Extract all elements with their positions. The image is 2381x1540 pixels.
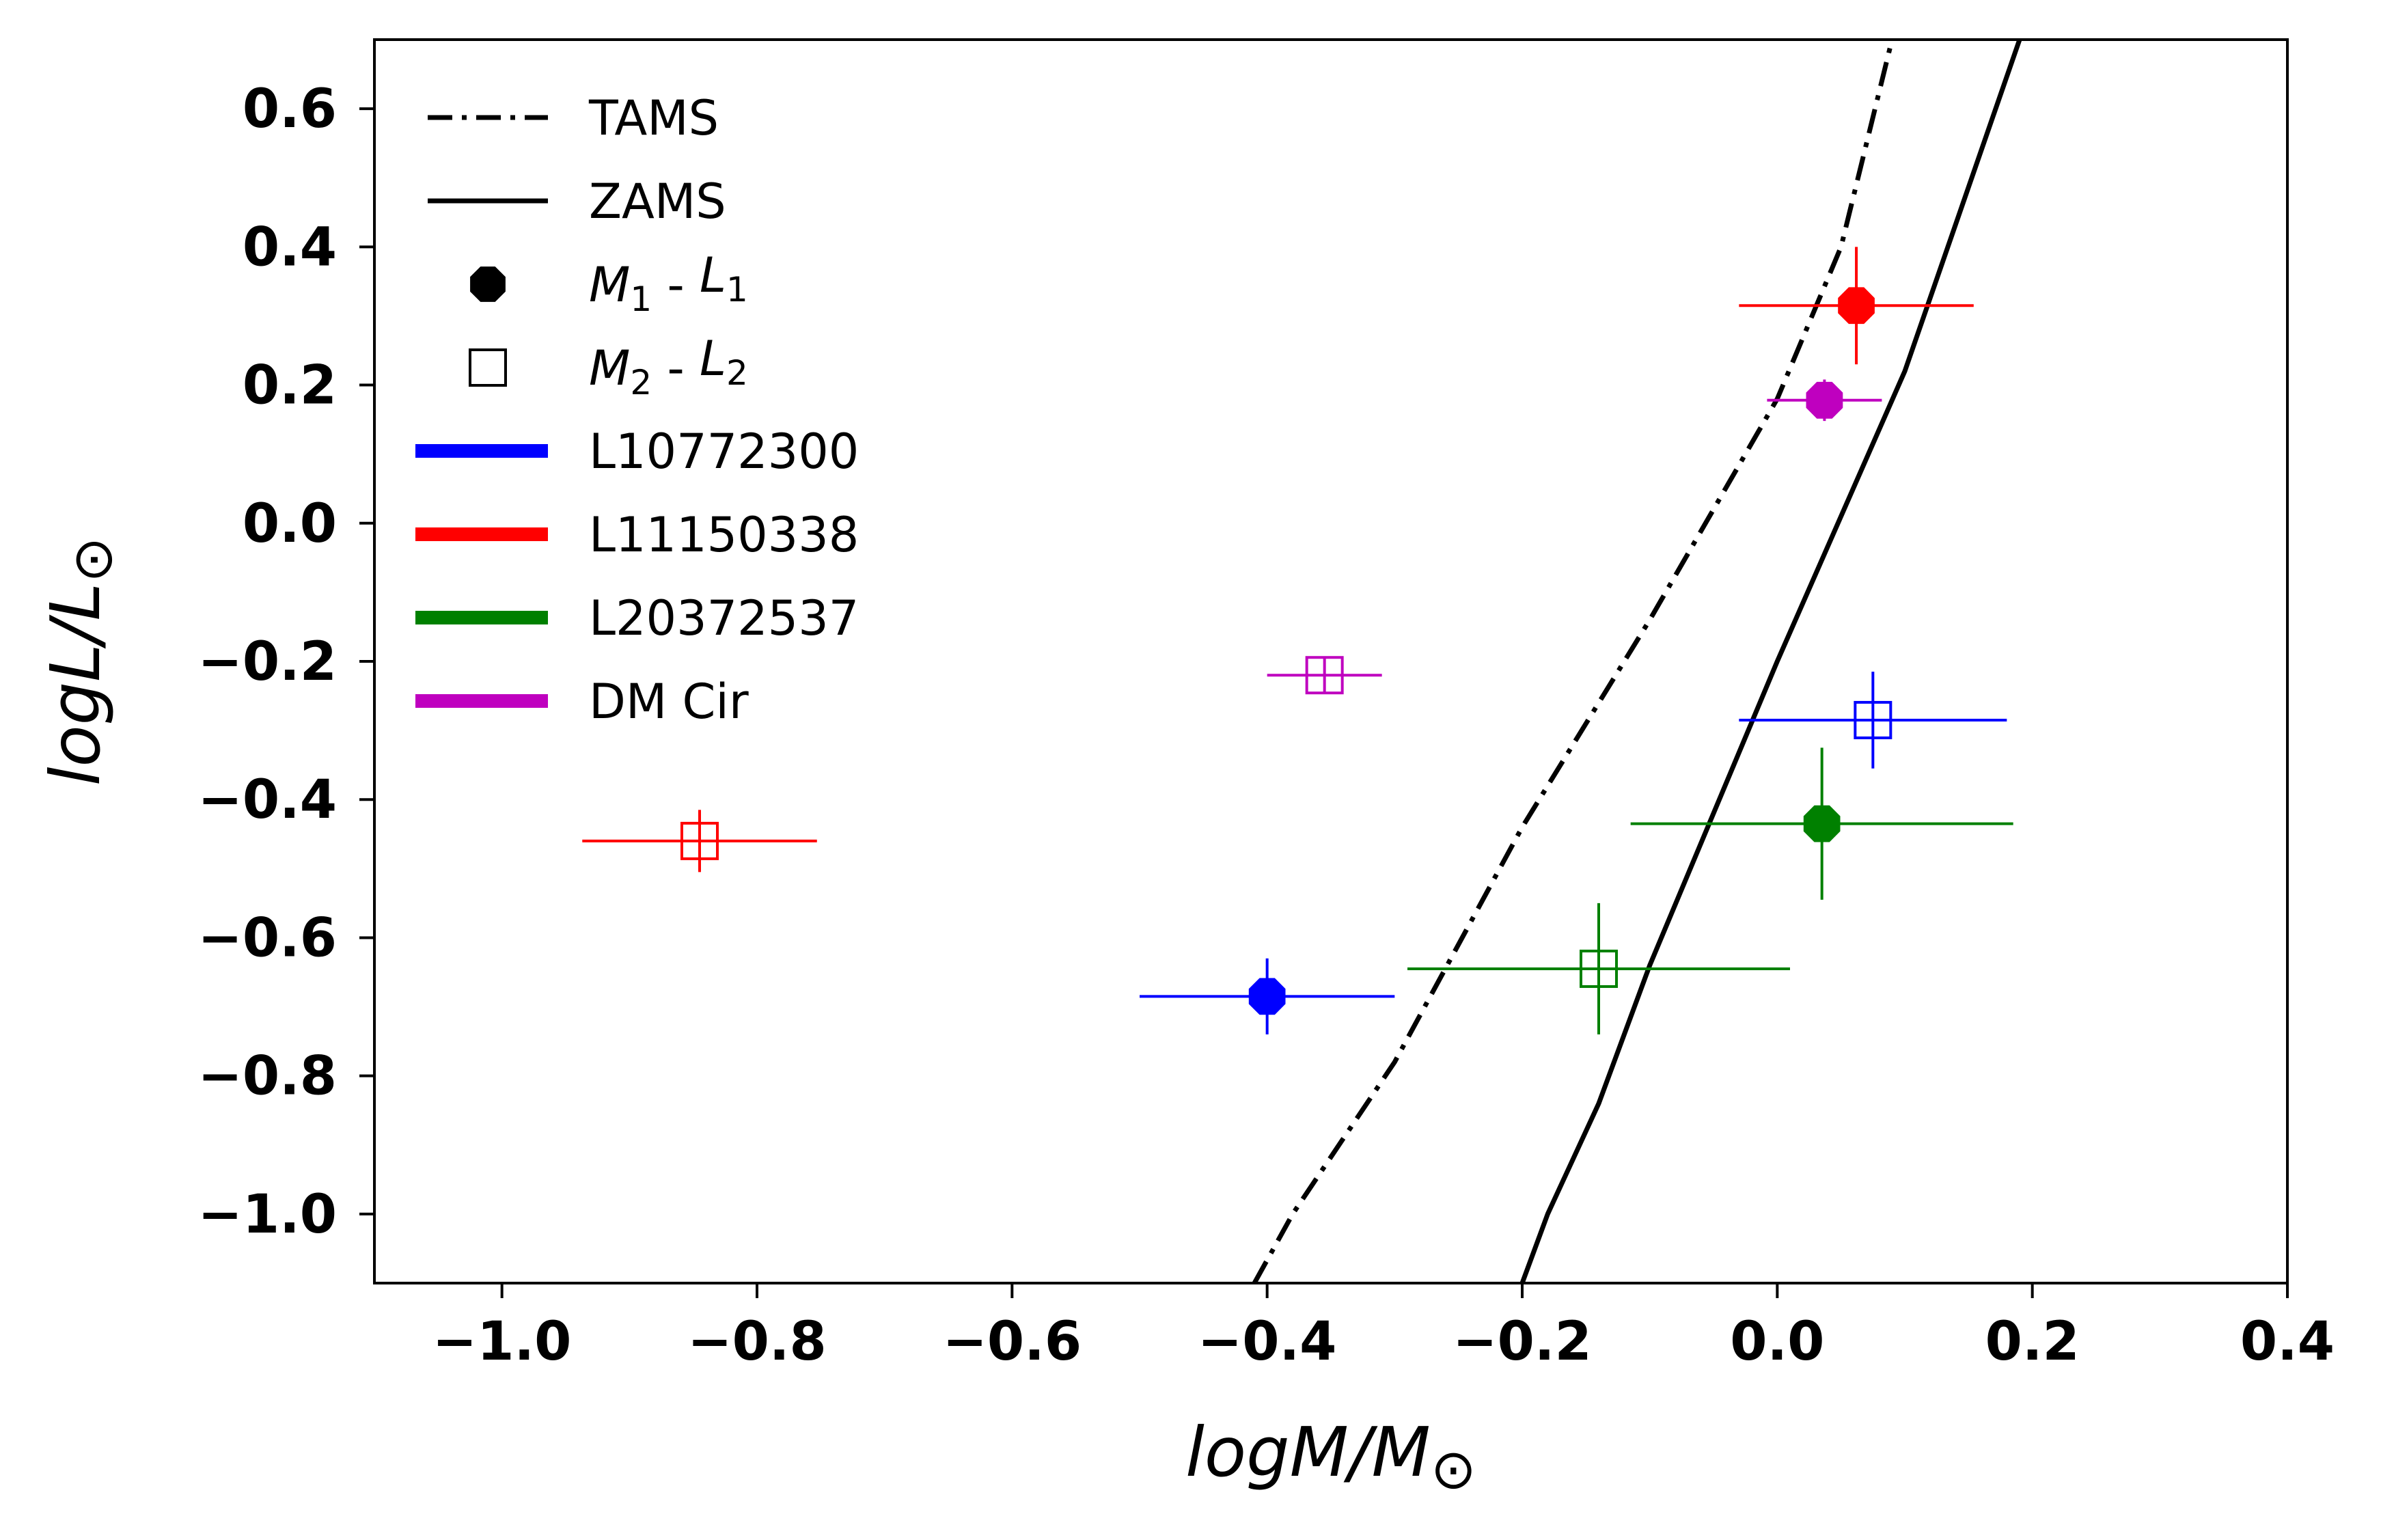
y-tick-label: −0.4: [197, 769, 337, 831]
legend-filled-marker: [470, 266, 506, 302]
y-tick-label: 0.0: [243, 493, 337, 555]
y-tick-label: −0.2: [197, 631, 337, 693]
l20372537-secondary-point: [1407, 903, 1790, 1034]
x-axis-label: logM/M⊙: [1185, 1412, 1476, 1501]
y-tick-label: −0.8: [197, 1046, 337, 1108]
l11150338-primary-marker: [1838, 287, 1875, 325]
axis-ticks-layer: −1.0 −0.8 −0.6 −0.4 −0.2 0.0 0.2 0.4 0.6 0.4 0.2 0.…: [197, 79, 2335, 1373]
legend-label-part: L: [700, 247, 726, 303]
l10772300-primary-point: [1140, 958, 1395, 1034]
l10772300-primary-marker: [1248, 978, 1286, 1015]
l11150338-secondary-point: [582, 810, 817, 872]
x-tick-label: 0.0: [1730, 1311, 1824, 1373]
tams-track-line: [1252, 40, 1895, 1283]
dm-cir-secondary-point: [1267, 656, 1382, 695]
x-tick-label: 0.4: [2240, 1311, 2335, 1373]
legend-label-part: -: [652, 257, 700, 313]
legend-label-part: 1: [630, 279, 652, 319]
dm-cir-primary-marker: [1806, 381, 1843, 419]
dm-cir-primary-point: [1767, 379, 1882, 422]
legend-label-part: 2: [726, 353, 748, 393]
legend-label-part: -: [652, 340, 700, 396]
legend-label: L20372537: [589, 590, 859, 646]
l20372537-secondary-marker: [1580, 949, 1618, 988]
legend-label: TAMS: [588, 90, 719, 146]
legend-entry-zams: ZAMS: [428, 174, 726, 230]
dm-cir-secondary-marker: [1305, 656, 1344, 695]
x-tick-label: −0.6: [943, 1311, 1082, 1373]
y-tick-label: 0.4: [243, 217, 337, 278]
l11150338-secondary-marker: [680, 821, 719, 860]
x-tick-label: −0.2: [1453, 1311, 1592, 1373]
legend-label-part: 1: [726, 270, 748, 310]
y-tick-label: −0.6: [197, 907, 337, 969]
l10772300-secondary-marker: [1854, 700, 1893, 739]
legend-label: ZAMS: [589, 174, 726, 230]
x-tick-label: −1.0: [432, 1311, 572, 1373]
l10772300-secondary-point: [1739, 672, 2007, 769]
y-tick-label: 0.2: [243, 355, 337, 417]
legend-label: L10772300: [589, 424, 859, 480]
legend-label-part: 2: [630, 363, 652, 402]
legend-entry-l10772300: L10772300: [415, 424, 859, 480]
legend-label: M2 - L2: [589, 331, 748, 402]
x-tick-label: 0.2: [1985, 1311, 2080, 1373]
legend-label-part: M: [589, 257, 630, 313]
l20372537-primary-point: [1630, 747, 2013, 900]
legend-label: DM Cir: [589, 674, 749, 730]
l20372537-primary-marker: [1803, 805, 1841, 842]
y-axis-label: logL/L⊙: [36, 537, 124, 786]
x-tick-label: −0.4: [1198, 1311, 1337, 1373]
legend-label: L11150338: [589, 507, 859, 563]
legend-entry-m1-l1: M1 - L1: [470, 247, 748, 319]
legend-label-part: M: [589, 340, 630, 396]
legend-entry-dm-cir: DM Cir: [415, 674, 749, 730]
l11150338-primary-point: [1739, 247, 1974, 365]
legend-label-part: L: [700, 331, 726, 387]
zams-track-line: [1519, 40, 2022, 1283]
legend-entry-l20372537: L20372537: [415, 590, 859, 646]
y-tick-label: −1.0: [197, 1184, 337, 1246]
plot-data-layer: [582, 40, 2022, 1283]
legend-entry-l11150338: L11150338: [415, 507, 859, 563]
legend-label: M1 - L1: [589, 247, 748, 319]
legend-entry-tams: TAMS: [428, 90, 719, 146]
legend-open-square: [469, 348, 507, 387]
x-tick-label: −0.8: [687, 1311, 827, 1373]
legend-entry-m2-l2: M2 - L2: [469, 331, 748, 402]
y-tick-label: 0.6: [243, 79, 337, 140]
